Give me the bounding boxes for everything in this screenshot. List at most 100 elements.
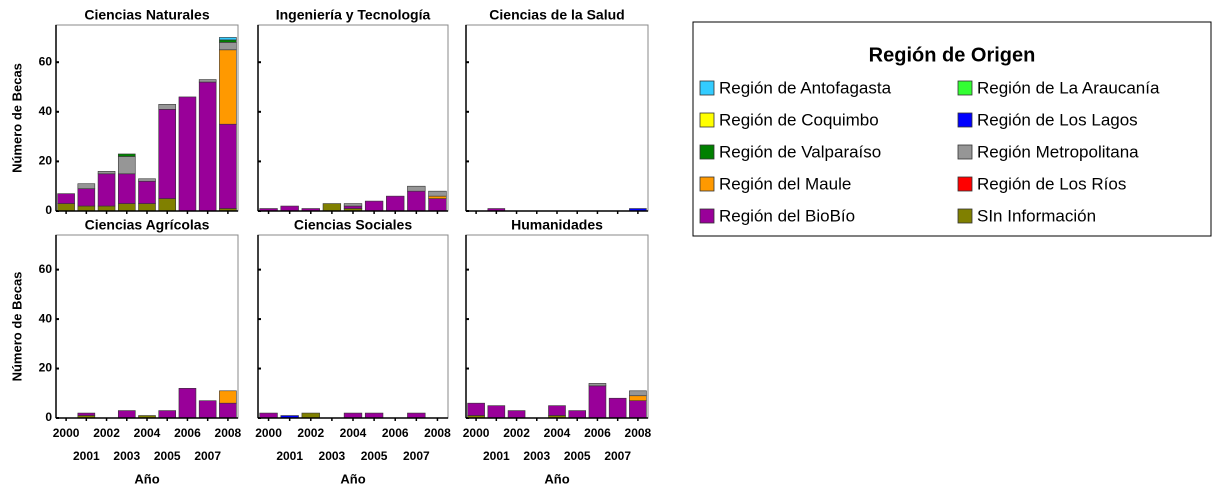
bar-segment bbox=[219, 37, 237, 41]
panel-title: Ingeniería y Tecnología bbox=[276, 7, 431, 23]
bar-segment bbox=[117, 173, 136, 204]
x-tick-label: 2003 bbox=[113, 449, 140, 463]
bar-segment bbox=[343, 203, 363, 207]
x-tick-label: 2000 bbox=[463, 426, 490, 440]
y-axis-label: Número de Becas bbox=[9, 63, 24, 173]
bar-segment bbox=[219, 49, 237, 125]
legend-label: Región de Antofagasta bbox=[719, 78, 892, 97]
plot-area bbox=[257, 234, 449, 419]
x-tick-label: 2002 bbox=[297, 426, 324, 440]
bar-segment bbox=[219, 390, 237, 404]
y-tick-label: 0 bbox=[45, 410, 52, 424]
legend-swatch bbox=[699, 112, 715, 128]
panel-title: Ciencias de la Salud bbox=[489, 7, 624, 23]
x-tick-label: 2008 bbox=[625, 426, 652, 440]
bar-segment bbox=[117, 153, 136, 157]
bar-segment bbox=[77, 412, 96, 416]
x-tick-label: 2005 bbox=[564, 449, 591, 463]
x-tick-label: 2007 bbox=[194, 449, 221, 463]
bar-segment bbox=[548, 405, 566, 416]
legend-label: Región del Maule bbox=[719, 174, 851, 193]
bar-segment bbox=[117, 203, 136, 212]
panel-title: Ciencias Agrícolas bbox=[85, 217, 210, 233]
x-tick-label: 2000 bbox=[255, 426, 282, 440]
x-tick-label: 2007 bbox=[604, 449, 631, 463]
x-axis-label: Año bbox=[544, 471, 569, 486]
plot-area bbox=[465, 24, 649, 212]
x-tick-label: 2004 bbox=[544, 426, 571, 440]
bar-segment bbox=[386, 195, 405, 212]
panel-title: Ciencias Sociales bbox=[294, 217, 413, 233]
legend-swatch bbox=[957, 176, 973, 192]
x-tick-label: 2004 bbox=[134, 426, 161, 440]
x-tick-label: 2006 bbox=[584, 426, 611, 440]
legend-label: SIn Información bbox=[977, 206, 1096, 225]
bar-segment bbox=[117, 156, 136, 175]
y-tick-label: 40 bbox=[39, 311, 53, 325]
legend-label: Región de Coquimbo bbox=[719, 110, 879, 129]
x-tick-label: 2006 bbox=[382, 426, 409, 440]
bar-segment bbox=[343, 205, 363, 209]
bar-segment bbox=[629, 400, 647, 419]
legend-swatch bbox=[699, 176, 715, 192]
y-tick-label: 20 bbox=[39, 361, 53, 375]
bar-segment bbox=[77, 183, 96, 189]
bar-segment bbox=[198, 81, 217, 212]
bar-segment bbox=[629, 395, 647, 401]
bar-segment bbox=[198, 400, 217, 419]
legend-swatch bbox=[699, 144, 715, 160]
bar-segment bbox=[97, 173, 116, 207]
plot-area bbox=[55, 234, 239, 419]
bar-segment bbox=[138, 178, 156, 182]
legend-box bbox=[692, 21, 1212, 237]
bar-segment bbox=[487, 405, 506, 419]
plot-area bbox=[465, 234, 649, 419]
legend-label: Región Metropolitana bbox=[977, 142, 1139, 161]
legend-swatch bbox=[699, 80, 715, 96]
x-tick-label: 2001 bbox=[73, 449, 100, 463]
bar-segment bbox=[138, 203, 156, 212]
bar-segment bbox=[178, 388, 197, 419]
y-tick-label: 20 bbox=[39, 154, 53, 168]
plot-area bbox=[257, 24, 449, 212]
x-tick-label: 2000 bbox=[53, 426, 80, 440]
bar-segment bbox=[158, 109, 177, 199]
x-tick-label: 2002 bbox=[93, 426, 120, 440]
y-tick-label: 40 bbox=[39, 104, 53, 118]
legend-label: Región de Los Lagos bbox=[977, 110, 1138, 129]
y-tick-label: 0 bbox=[45, 203, 52, 217]
bar-segment bbox=[322, 203, 342, 212]
x-tick-label: 2008 bbox=[424, 426, 451, 440]
bar-segment bbox=[219, 42, 237, 51]
bar-segment bbox=[219, 39, 237, 43]
x-tick-label: 2003 bbox=[319, 449, 346, 463]
x-tick-label: 2003 bbox=[523, 449, 550, 463]
x-tick-label: 2005 bbox=[361, 449, 388, 463]
legend-label: Región de Los Ríos bbox=[977, 174, 1126, 193]
bar-segment bbox=[588, 383, 607, 387]
bar-segment bbox=[507, 410, 526, 419]
bar-segment bbox=[77, 188, 96, 207]
x-tick-label: 2007 bbox=[403, 449, 430, 463]
panel-title: Humanidades bbox=[511, 217, 603, 233]
bar-segment bbox=[364, 200, 384, 212]
bar-segment bbox=[97, 171, 116, 175]
x-tick-label: 2006 bbox=[174, 426, 201, 440]
bar-segment bbox=[588, 385, 607, 419]
bar-segment bbox=[117, 410, 136, 419]
y-tick-label: 60 bbox=[39, 54, 53, 68]
y-tick-label: 60 bbox=[39, 262, 53, 276]
bar-segment bbox=[407, 185, 426, 192]
bar-segment bbox=[407, 190, 426, 212]
x-tick-label: 2005 bbox=[154, 449, 181, 463]
legend-swatch bbox=[957, 208, 973, 224]
x-axis-label: Año bbox=[340, 471, 365, 486]
legend-label: Región de Valparaíso bbox=[719, 142, 881, 161]
bar-segment bbox=[467, 402, 485, 416]
legend-swatch bbox=[699, 208, 715, 224]
bar-segment bbox=[608, 397, 627, 419]
legend-label: Región de La Araucanía bbox=[977, 78, 1160, 97]
legend-swatch bbox=[957, 144, 973, 160]
panel-title: Ciencias Naturales bbox=[84, 7, 209, 23]
